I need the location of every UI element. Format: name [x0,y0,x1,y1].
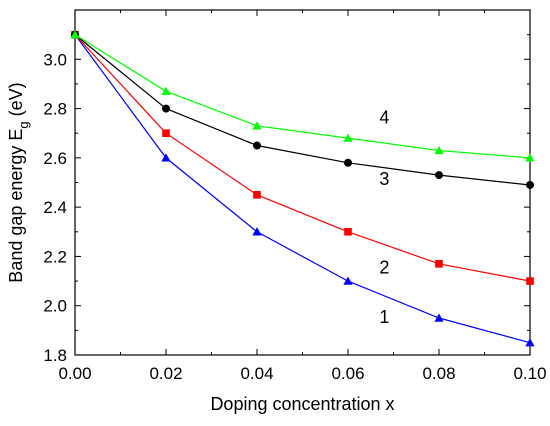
y-tick-label: 2.0 [43,297,67,316]
y-axis-title-subscript: g [16,121,31,128]
data-point [343,276,353,285]
x-tick-label: 0.10 [513,364,546,383]
x-tick-label: 0.06 [331,364,364,383]
x-tick-label: 0.08 [422,364,455,383]
x-tick-label: 0.04 [240,364,273,383]
data-point [70,30,80,39]
y-axis-title-main: Band gap energy E [6,129,26,283]
series-4 [70,30,535,162]
curve-label-4: 4 [379,107,389,127]
y-axis-title: Band gap energy Eg (eV) [6,82,31,282]
data-point [435,171,443,180]
x-axis-title: Doping concentration x [210,394,394,414]
curve-label-2: 2 [379,258,389,278]
data-point [526,180,534,189]
data-point [161,153,171,162]
data-point [435,260,443,268]
data-point [252,227,262,236]
y-tick-label: 2.2 [43,247,67,266]
x-tick-label: 0.00 [58,364,91,383]
data-point [434,145,444,155]
data-point [162,104,170,113]
data-point [252,121,262,130]
axes: 0.00 0.02 0.04 0.06 0.08 0.10 1.8 2.0 2.2 2.4 2.6 2… [43,9,547,383]
y-axis-title-unit: (eV) [6,82,26,121]
data-point [253,191,261,199]
data-point [525,153,535,162]
data-point [526,277,534,285]
data-point [343,133,353,142]
plot-frame [74,9,531,356]
x-tick-label: 0.02 [149,364,182,383]
series-2 [71,30,534,285]
y-tick-label: 3.0 [43,50,67,69]
data-point [525,338,535,347]
data-point [344,227,352,236]
data-point [161,86,171,96]
data-point [253,141,261,150]
curve-label-1: 1 [379,307,389,327]
series-line [74,34,531,282]
series-layer [70,30,535,347]
curve-label-3: 3 [379,169,389,189]
y-tick-label: 1.8 [43,346,67,365]
series-line [74,34,531,159]
labels-layer: 1 2 3 4 [379,107,389,327]
series-line [74,34,531,186]
data-point [434,313,444,322]
data-point [344,158,352,167]
series-1 [70,30,535,347]
y-tick-label: 2.4 [43,198,67,217]
y-tick-label: 2.6 [43,149,67,168]
series-line [74,34,531,344]
series-3 [71,30,534,189]
data-point [162,129,170,138]
y-tick-label: 2.8 [43,100,67,119]
